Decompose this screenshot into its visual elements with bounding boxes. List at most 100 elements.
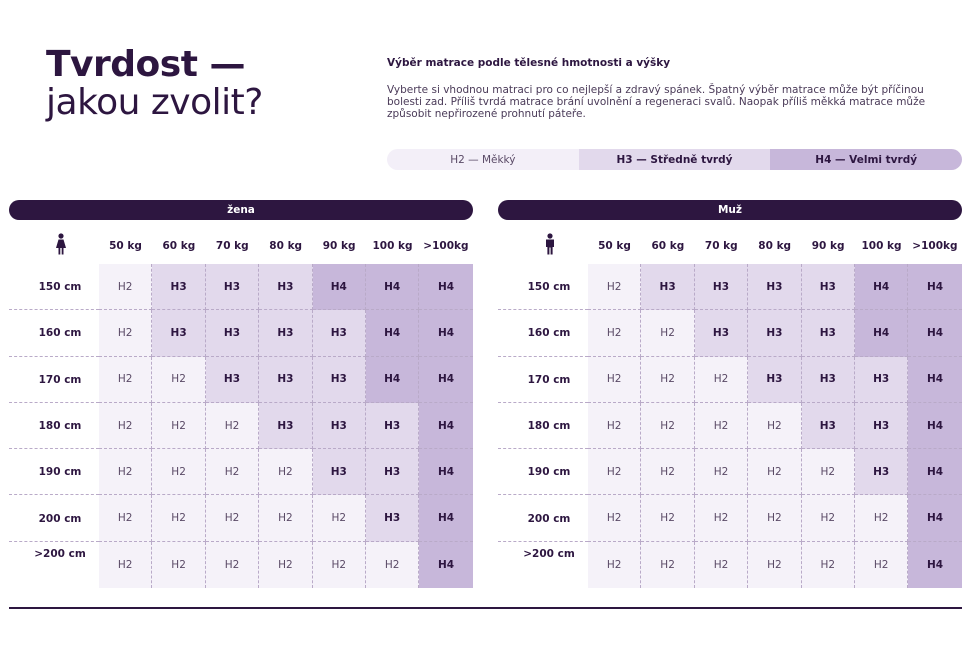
table-row: 170 cm H2 H2 H3 H3 H3 H4 H4 [9,356,473,403]
firmness-cell: H3 [801,402,855,450]
height-label: 160 cm [38,327,82,340]
firmness-cell: H4 [365,264,420,311]
firmness-cell: H3 [801,356,855,403]
woman-table: žena 50 kg 60 kg 70 kg 80 kg 90 kg 100 kg >100… [9,200,473,589]
firmness-cell: H2 [748,402,802,450]
firmness-cell: H3 [205,356,260,403]
man-table: Muž 50 kg 60 kg 70 kg 80 kg 90 kg 100 kg >100k… [498,200,962,589]
firmness-cell: H4 [419,264,473,311]
firmness-cell: H2 [641,402,695,450]
firmness-cell: H2 [205,449,260,496]
firmness-cell: H2 [588,264,642,311]
firmness-cell: H3 [694,264,749,311]
weight-label: 60 kg [162,240,196,252]
firmness-cell: H2 [694,402,749,450]
firmness-cell: H2 [152,402,206,450]
firmness-cell: H2 [694,495,749,542]
firmness-cell: H3 [801,310,855,357]
firmness-cell: H2 [694,541,749,589]
firmness-cell: H3 [259,402,313,450]
firmness-cell: H3 [312,449,366,496]
firmness-cell: H2 [641,449,695,496]
firmness-cell: H2 [99,495,153,542]
firmness-cell: H3 [748,356,802,403]
firmness-cell: H3 [801,264,855,311]
weight-label: 50 kg [109,240,142,252]
legend-h4: H4 — Velmi tvrdý [770,149,962,170]
firmness-cell: H2 [641,541,695,589]
firmness-cell: H2 [748,541,802,589]
intro-heading: Výběr matrace podle tělesné hmotnosti a … [387,57,671,69]
weight-label: 90 kg [322,240,356,252]
page-title: Tvrdost — jakou zvolit? [46,46,263,122]
height-label: 200 cm [527,512,571,525]
firmness-cell: H2 [641,356,695,403]
firmness-cell: H3 [854,402,909,450]
firmness-cell: H2 [205,495,260,542]
table-row: 170 cm H2 H2 H2 H3 H3 H3 H4 [498,356,962,403]
firmness-cell: H3 [365,495,420,542]
table-row: 200 cm H2 H2 H2 H2 H2 H2 H4 [498,495,962,542]
firmness-cell: H2 [99,449,153,496]
table-row: 200 cm H2 H2 H2 H2 H2 H3 H4 [9,495,473,542]
weight-label: 80 kg [269,240,303,252]
firmness-cell: H4 [365,356,420,403]
firmness-cell: H2 [152,541,206,589]
firmness-cell: H2 [588,356,642,403]
firmness-cell: H2 [99,356,153,403]
firmness-cell: H3 [854,356,909,403]
firmness-cell: H2 [152,449,206,496]
title-line-1: Tvrdost — [46,44,245,85]
firmness-cell: H2 [694,356,749,403]
firmness-cell: H2 [854,541,909,589]
firmness-cell: H2 [152,495,206,542]
table-row: 190 cm H2 H2 H2 H2 H3 H3 H4 [9,449,473,496]
firmness-cell: H3 [365,449,420,496]
man-table-header: Muž [498,200,962,220]
table-row: >200 cm H2 H2 H2 H2 H2 H2 H4 [34,541,473,589]
firmness-cell: H2 [205,402,260,450]
firmness-cell: H2 [312,495,366,542]
firmness-cell: H3 [365,402,420,450]
firmness-cell: H4 [908,495,962,542]
firmness-cell: H3 [854,449,909,496]
firmness-cell: H3 [641,264,695,311]
firmness-cell: H4 [365,310,420,357]
table-row: >200 cm H2 H2 H2 H2 H2 H2 H4 [523,541,962,589]
woman-grid: 150 cm H2 H3 H3 H3 H4 H4 H4 160 cm H2 H3 H3 H3 H3 H4 H4… [9,264,473,589]
legend-h2: H2 — Měkký [387,149,579,170]
firmness-cell: H2 [205,541,260,589]
firmness-cell: H2 [641,495,695,542]
weight-label: >100kg [423,240,469,252]
firmness-cell: H4 [854,310,909,357]
firmness-cell: H3 [748,310,802,357]
height-label: 150 cm [527,281,571,294]
footer-divider [9,607,962,609]
firmness-cell: H2 [588,495,642,542]
title-line-2: jakou zvolit? [46,82,263,123]
firmness-cell: H4 [908,356,962,403]
firmness-cell: H3 [312,310,366,357]
firmness-cell: H3 [312,356,366,403]
weight-header-row: 50 kg 60 kg 70 kg 80 kg 90 kg 100 kg >100kg [9,228,473,264]
height-label: 200 cm [38,512,82,525]
firmness-cell: H2 [748,449,802,496]
firmness-cell: H2 [854,495,909,542]
weight-header-row: 50 kg 60 kg 70 kg 80 kg 90 kg 100 kg >100kg [498,228,962,264]
intro-text: Vyberte si vhodnou matraci pro co nejlep… [387,84,926,120]
firmness-cell: H2 [99,541,153,589]
woman-icon [55,233,67,259]
firmness-cell: H2 [588,402,642,450]
table-row: 160 cm H2 H3 H3 H3 H3 H4 H4 [9,310,473,357]
firmness-cell: H3 [259,264,313,311]
intro-section: Výběr matrace podle tělesné hmotnosti a … [387,57,947,120]
weight-label: 90 kg [811,240,845,252]
firmness-cell: H2 [99,264,153,311]
firmness-cell: H3 [312,402,366,450]
man-icon [544,233,556,259]
firmness-cell: H2 [259,495,313,542]
weight-label: 100 kg [372,240,413,252]
firmness-cell: H2 [588,541,642,589]
man-grid: 150 cm H2 H3 H3 H3 H3 H4 H4 160 cm H2 H2 H3 H3 H3 H4 H4… [498,264,962,589]
firmness-cell: H2 [801,541,855,589]
